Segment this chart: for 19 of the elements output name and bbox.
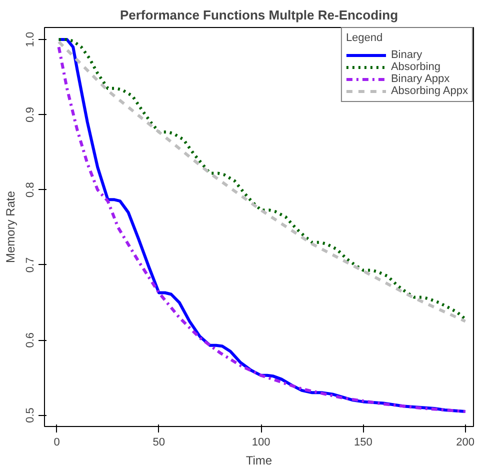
y-tick-label: 1.0 <box>24 32 36 48</box>
chart-title: Performance Functions Multple Re-Encoding <box>120 8 398 22</box>
y-tick-label: 0.6 <box>24 332 36 348</box>
legend-label: Absorbing <box>390 61 440 73</box>
y-axis-title: Memory Rate <box>4 190 18 264</box>
legend-label: Absorbing Appx <box>390 85 468 97</box>
x-tick-label: 150 <box>354 436 372 448</box>
legend-label: Binary Appx <box>390 73 450 85</box>
y-tick-label: 0.5 <box>24 408 36 423</box>
y-tick-label: 0.8 <box>24 182 36 198</box>
y-tick-label: 0.7 <box>24 257 36 273</box>
y-tick-label: 0.9 <box>24 107 36 122</box>
legend-title: Legend <box>346 32 384 44</box>
x-tick-label: 100 <box>252 436 270 448</box>
legend-label: Binary <box>390 49 422 61</box>
x-axis-title: Time <box>246 454 272 468</box>
x-tick-label: 200 <box>456 436 475 448</box>
x-tick-label: 0 <box>54 436 60 448</box>
x-tick-label: 50 <box>152 436 166 448</box>
